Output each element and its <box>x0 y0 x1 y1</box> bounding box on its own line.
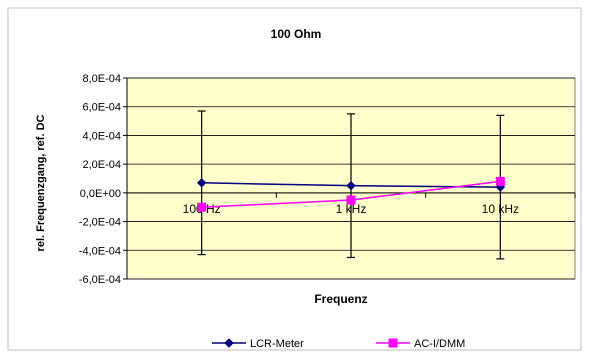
y-tick-label: 4,0E-04 <box>82 130 121 142</box>
y-tick-label: -6,0E-04 <box>79 274 121 286</box>
x-axis-label: Frequenz <box>314 292 367 306</box>
plot-area: 8,0E-04 6,0E-04 4,0E-04 2,0E-04 0,0E+00 -2,0E… <box>79 73 576 286</box>
legend: LCR-Meter AC-I/DMM <box>212 338 465 350</box>
legend-marker-0 <box>224 338 234 348</box>
y-tick-label: 6,0E-04 <box>82 102 121 114</box>
data-point-1 <box>346 195 356 205</box>
legend-label-1: AC-I/DMM <box>414 338 465 350</box>
data-point-0 <box>196 178 207 188</box>
data-point-1 <box>197 202 207 212</box>
data-point-1 <box>495 176 505 186</box>
y-tick-label: -4,0E-04 <box>79 245 121 257</box>
y-tick-label: 2,0E-04 <box>82 159 121 171</box>
data-point-0 <box>346 180 356 191</box>
chart-title: 100 Ohm <box>271 27 322 41</box>
y-tick-label: -2,0E-04 <box>79 217 121 229</box>
y-axis-label: rel. Frequenzgang, ref. DC <box>35 114 47 251</box>
legend-marker-1 <box>388 338 398 348</box>
y-tick-label: 0,0E+00 <box>80 188 121 200</box>
legend-label-0: LCR-Meter <box>250 338 304 350</box>
y-tick-label: 8,0E-04 <box>82 73 121 85</box>
